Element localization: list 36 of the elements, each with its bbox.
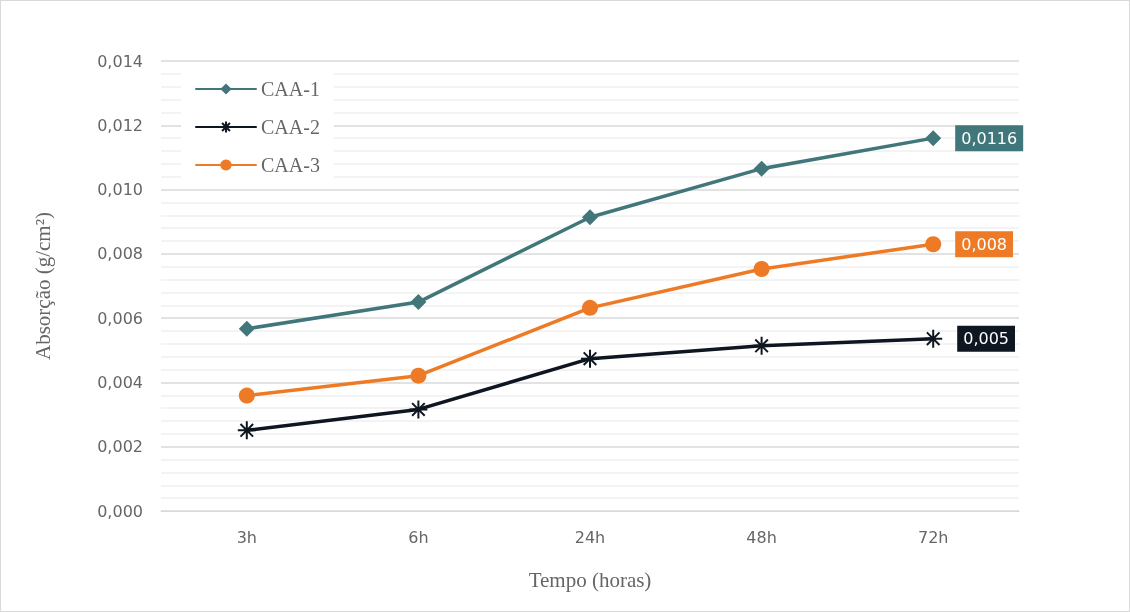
legend-label: CAA-2: [261, 116, 320, 138]
point: [582, 299, 598, 316]
point: [236, 420, 257, 441]
data-label: 0,008: [961, 234, 1008, 254]
point: [753, 260, 770, 277]
x-tick-label: 48h: [746, 527, 777, 547]
point: [925, 130, 942, 147]
x-axis-title: Tempo (horas): [528, 567, 652, 592]
y-tick-label: 0,010: [97, 180, 143, 200]
x-tick-label: 6h: [408, 527, 429, 547]
x-tick-label: 72h: [917, 527, 949, 547]
legend-label: CAA-1: [261, 78, 320, 100]
point: [751, 335, 772, 356]
x-tick-label: 24h: [574, 527, 606, 547]
point: [238, 320, 255, 337]
y-tick-label: 0,012: [97, 115, 143, 135]
point: [582, 209, 598, 226]
y-tick-label: 0,004: [97, 372, 143, 392]
data-label: 0,0116: [961, 128, 1018, 148]
data-label: 0,005: [963, 329, 1010, 349]
point: [923, 328, 944, 349]
point: [925, 236, 942, 253]
y-tick-label: 0,008: [97, 244, 143, 264]
x-tick-label: 3h: [236, 527, 257, 547]
y-tick-label: 0,002: [97, 437, 143, 457]
point: [408, 399, 429, 420]
point: [410, 294, 427, 311]
point: [753, 160, 770, 177]
y-tick-label: 0,000: [97, 501, 143, 521]
legend-label: CAA-3: [261, 154, 320, 176]
point: [580, 348, 600, 369]
y-axis-title: Absorção (g/cm²): [30, 212, 55, 360]
y-tick-label: 0,014: [97, 51, 143, 71]
point: [410, 367, 427, 384]
point: [238, 387, 255, 404]
y-tick-label: 0,006: [97, 308, 143, 328]
